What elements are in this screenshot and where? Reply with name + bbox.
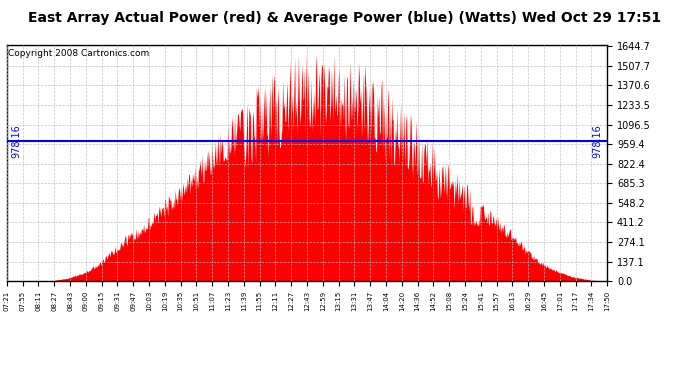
Text: Copyright 2008 Cartronics.com: Copyright 2008 Cartronics.com [8, 48, 149, 57]
Text: 978.16: 978.16 [593, 124, 602, 158]
Text: 978.16: 978.16 [12, 124, 21, 158]
Text: East Array Actual Power (red) & Average Power (blue) (Watts) Wed Oct 29 17:51: East Array Actual Power (red) & Average … [28, 11, 662, 25]
